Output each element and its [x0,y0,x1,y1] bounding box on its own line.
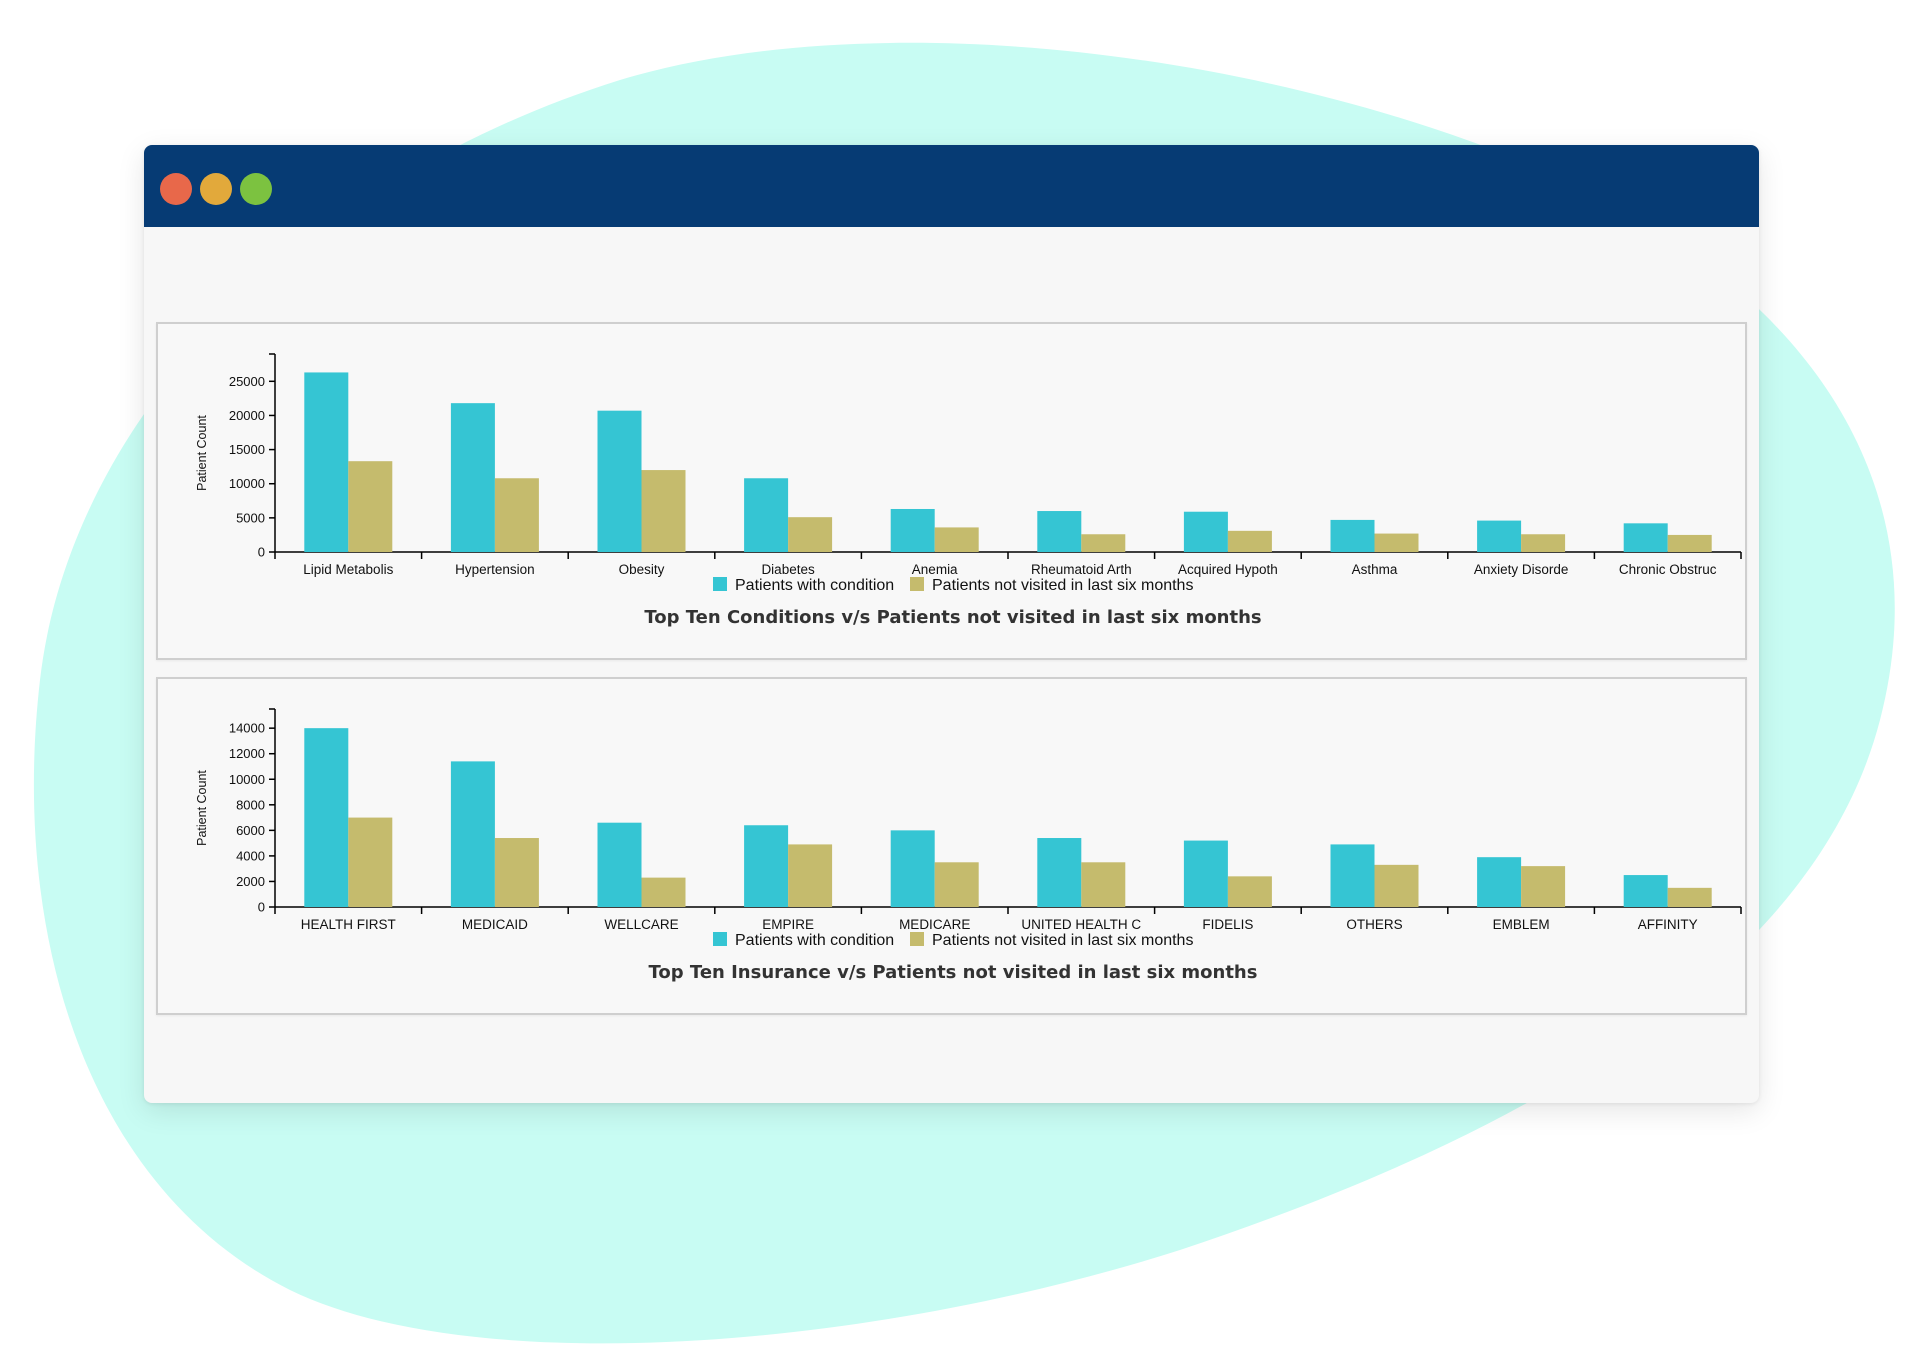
x-category-label: MEDICARE [899,917,970,932]
y-tick-label: 0 [258,545,265,560]
bar-patients-with-condition [1183,511,1228,552]
bar-patients-with-condition [1037,838,1082,907]
bar-patients-with-condition [450,403,495,552]
x-category-label: OTHERS [1346,917,1402,932]
bar-patients-with-condition [304,728,349,907]
legend-label: Patients with condition [735,932,894,949]
y-tick-label: 14000 [229,721,265,736]
legend-swatch [713,932,727,946]
bar-patients-with-condition [304,372,349,552]
bar-patients-not-visited [1081,862,1126,907]
x-category-label: Lipid Metabolis [303,562,393,577]
legend-label: Patients not visited in last six months [932,932,1193,949]
y-tick-label: 10000 [229,772,265,787]
bar-patients-with-condition [890,830,935,907]
x-category-label: EMPIRE [762,917,814,932]
bar-patients-with-condition [744,478,789,552]
x-category-label: UNITED HEALTH C [1021,917,1141,932]
y-axis-label: Patient Count [195,770,209,846]
bar-patients-not-visited [1374,533,1419,552]
x-category-label: Asthma [1352,562,1398,577]
bar-patients-with-condition [1037,511,1082,552]
bar-patients-with-condition [1623,523,1668,552]
x-category-label: Diabetes [761,562,815,577]
y-tick-label: 5000 [236,510,265,525]
bar-patients-not-visited [494,478,539,552]
bar-patients-not-visited [1521,534,1566,552]
minimize-window-button[interactable] [200,173,232,205]
bar-patients-with-condition [597,822,642,907]
x-category-label: Acquired Hypoth [1178,562,1278,577]
y-tick-label: 20000 [229,408,265,423]
bar-patients-not-visited [788,844,833,907]
y-tick-label: 4000 [236,848,265,863]
insurance-chart: 0 2000 4000 6000 8000 10000 12000 14000 Patient … [195,708,1742,983]
bar-patients-with-condition [1477,520,1522,552]
bar-patients-not-visited [1227,876,1272,907]
x-category-label: Hypertension [455,562,535,577]
close-window-button[interactable] [160,173,192,205]
bar-patients-with-condition [744,825,789,907]
x-category-label: Anemia [912,562,958,577]
bar-patients-with-condition [1183,840,1228,907]
bar-patients-not-visited [1667,534,1712,552]
conditions-chart: 0 5000 10000 15000 20000 25000 Patient Count Li… [195,353,1742,628]
conditions-chart-panel: 0 5000 10000 15000 20000 25000 Patient Count Li… [156,322,1747,660]
legend-label: Patients with condition [735,577,894,594]
bar-patients-not-visited [934,862,979,907]
legend-swatch [910,577,924,591]
bar-patients-with-condition [597,410,642,552]
bar-patients-not-visited [1521,866,1566,907]
x-category-label: FIDELIS [1202,917,1253,932]
x-category-label: EMBLEM [1493,917,1550,932]
bar-patients-with-condition [1330,519,1375,552]
y-axis-label: Patient Count [195,415,209,491]
legend-swatch [713,577,727,591]
x-category-label: Anxiety Disorde [1474,562,1569,577]
y-tick-label: 8000 [236,797,265,812]
chart-title: Top Ten Conditions v/s Patients not visi… [644,607,1261,628]
insurance-chart-panel: 0 2000 4000 6000 8000 10000 12000 14000 Patient … [156,677,1747,1015]
legend-label: Patients not visited in last six months [932,577,1193,594]
x-category-label: AFFINITY [1638,917,1698,932]
bar-patients-not-visited [1081,534,1126,552]
chart-title: Top Ten Insurance v/s Patients not visit… [649,962,1258,983]
bar-patients-not-visited [641,877,686,907]
x-category-label: HEALTH FIRST [301,917,396,932]
bar-patients-not-visited [348,461,393,552]
bar-patients-with-condition [1330,844,1375,907]
y-tick-label: 25000 [229,374,265,389]
app-window: 0 5000 10000 15000 20000 25000 Patient Count Li… [144,145,1759,1103]
x-category-label: MEDICAID [462,917,528,932]
bar-patients-not-visited [1667,887,1712,907]
y-tick-label: 2000 [236,874,265,889]
bar-patients-not-visited [641,470,686,552]
bar-patients-with-condition [450,761,495,907]
title-bar [144,145,1759,227]
y-tick-label: 6000 [236,823,265,838]
bar-patients-not-visited [1374,864,1419,907]
bar-patients-not-visited [788,517,833,552]
y-tick-label: 10000 [229,476,265,491]
legend-swatch [910,932,924,946]
bar-patients-not-visited [348,817,393,907]
bar-patients-with-condition [890,508,935,552]
x-category-label: WELLCARE [604,917,678,932]
bar-patients-with-condition [1477,857,1522,907]
x-category-label: Rheumatoid Arth [1031,562,1132,577]
bar-patients-not-visited [934,527,979,552]
bar-patients-not-visited [494,838,539,907]
x-category-label: Obesity [619,562,665,577]
y-tick-label: 0 [258,900,265,915]
bar-patients-not-visited [1227,530,1272,552]
bar-patients-with-condition [1623,875,1668,907]
maximize-window-button[interactable] [240,173,272,205]
y-tick-label: 12000 [229,746,265,761]
y-tick-label: 15000 [229,442,265,457]
x-category-label: Chronic Obstruc [1619,562,1717,577]
